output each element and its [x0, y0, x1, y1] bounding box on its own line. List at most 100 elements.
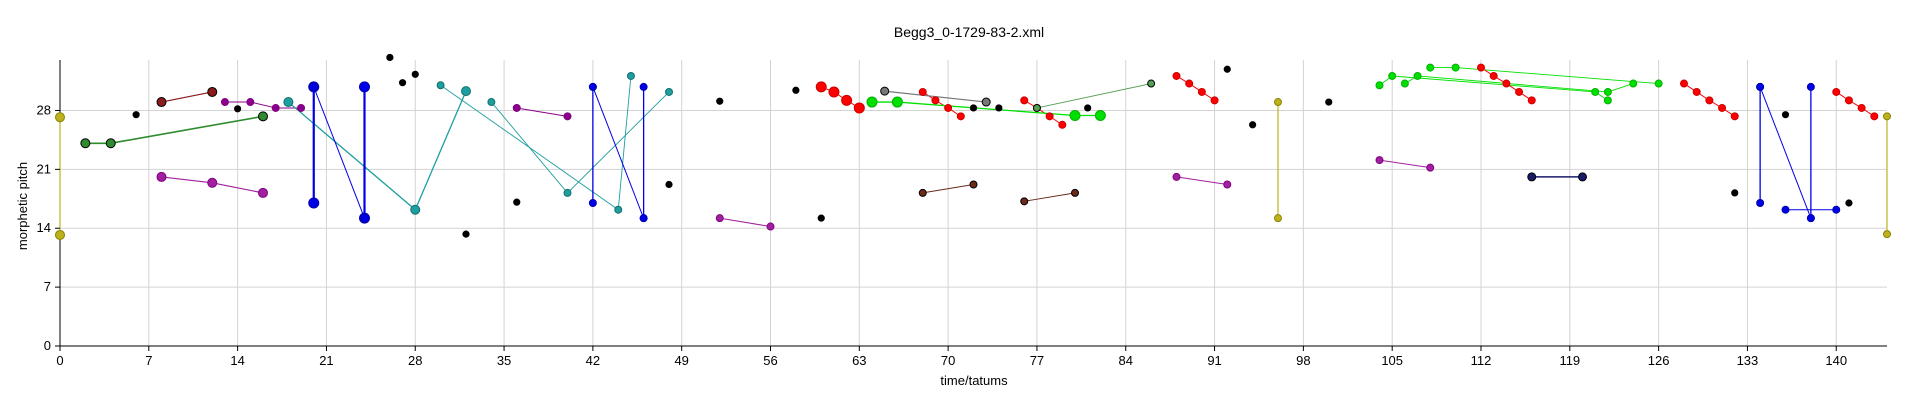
ticks: 0 7 14 21 28 35 42 49 56 63 70 77 84 91 98 105 112 119 126…: [37, 102, 1848, 368]
series-point: [207, 177, 218, 188]
series-point: [1197, 87, 1206, 96]
series-point: [1883, 112, 1891, 121]
series-point: [1870, 112, 1879, 121]
series-line: [1759, 86, 1812, 219]
series-point: [1426, 63, 1435, 72]
chart-title: Begg3_0-1729-83-2.xml: [894, 24, 1044, 40]
series-point: [246, 98, 255, 107]
series-point: [360, 213, 369, 223]
x-tick-label: 98: [1296, 353, 1310, 368]
x-tick-label: 140: [1825, 353, 1847, 368]
series-point: [891, 96, 903, 108]
note-point: [792, 86, 800, 94]
series-line: [1379, 159, 1431, 169]
series-point: [1603, 96, 1612, 105]
series-point: [156, 171, 167, 182]
series-line: [719, 217, 771, 228]
series-point: [1806, 214, 1815, 223]
x-tick-label: 70: [941, 353, 955, 368]
series-line: [313, 86, 365, 219]
series-point: [55, 112, 65, 123]
y-tick-label: 28: [37, 102, 51, 117]
note-point: [1781, 111, 1790, 119]
series-point: [715, 214, 724, 223]
series-line: [1023, 99, 1063, 126]
series-point: [1489, 71, 1498, 80]
series-point: [614, 205, 623, 214]
note-point: [234, 105, 242, 113]
series-point: [841, 94, 853, 106]
series-point: [271, 103, 280, 112]
note-point: [1845, 199, 1853, 207]
series-line: [1036, 83, 1152, 109]
x-tick-label: 63: [852, 353, 866, 368]
series-point: [1045, 112, 1054, 121]
series-point: [639, 214, 648, 223]
series-point: [1400, 79, 1409, 88]
series-point: [1210, 96, 1219, 105]
series-point: [1844, 96, 1853, 105]
note-point: [817, 214, 825, 222]
note-point: [513, 198, 521, 206]
series-point: [220, 98, 229, 107]
note-point: [462, 230, 470, 238]
series-line: [592, 86, 645, 219]
note-point: [411, 70, 419, 78]
series-point: [1172, 172, 1181, 181]
x-tick-label: 28: [408, 353, 422, 368]
series-point: [1527, 172, 1537, 182]
series-point: [1274, 98, 1282, 107]
series-point: [981, 97, 991, 107]
series-point: [1781, 205, 1790, 214]
series-point: [1692, 87, 1701, 96]
series-point: [918, 87, 927, 96]
series-point: [639, 82, 648, 91]
series-line: [1024, 192, 1076, 202]
series-point: [1591, 87, 1600, 96]
x-tick-label: 91: [1207, 353, 1221, 368]
series-point: [512, 103, 521, 112]
series-point: [1388, 71, 1397, 80]
series-point: [1020, 197, 1029, 206]
note-point: [1223, 65, 1231, 73]
x-tick-label: 21: [319, 353, 333, 368]
series-point: [1502, 79, 1511, 88]
series-point: [1756, 82, 1765, 91]
series-point: [487, 98, 496, 107]
x-tick-label: 35: [497, 353, 511, 368]
series-point: [1705, 96, 1714, 105]
series-point: [1680, 79, 1688, 88]
series-point: [563, 188, 572, 197]
series-point: [207, 86, 218, 97]
series-point: [1069, 110, 1081, 122]
series-line: [1176, 75, 1215, 101]
note-point: [995, 104, 1003, 112]
series-point: [55, 229, 65, 240]
series-point: [1147, 79, 1156, 88]
series-point: [1806, 82, 1815, 91]
series-point: [1603, 87, 1612, 96]
series-point: [1629, 79, 1638, 88]
y-tick-label: 21: [37, 161, 51, 176]
series-point: [1832, 87, 1841, 96]
series-point: [308, 197, 320, 209]
series-point: [1730, 112, 1739, 121]
note-point: [665, 180, 673, 189]
series-point: [1058, 120, 1067, 129]
series-point: [1654, 79, 1663, 88]
x-tick-label: 119: [1559, 353, 1580, 368]
note-point: [398, 79, 407, 87]
series-point: [1020, 96, 1029, 105]
series-point: [918, 188, 927, 197]
series-point: [156, 97, 167, 108]
series-point: [1718, 103, 1727, 112]
x-tick-label: 105: [1381, 353, 1403, 368]
series-point: [309, 82, 319, 92]
x-tick-label: 42: [586, 353, 600, 368]
series-line: [821, 86, 860, 109]
x-tick-label: 84: [1119, 353, 1133, 368]
note-point: [1731, 189, 1739, 197]
y-tick-label: 0: [44, 338, 51, 353]
series-point: [766, 222, 775, 231]
